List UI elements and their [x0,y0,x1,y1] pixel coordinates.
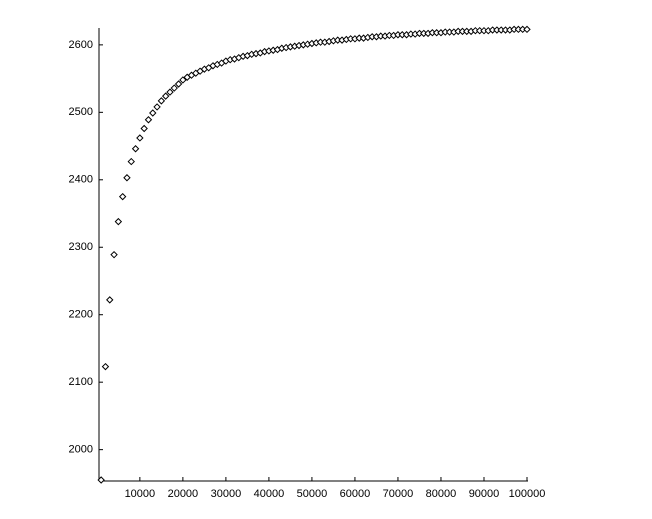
point [144,116,153,124]
point [136,134,144,142]
x-tick-label: 40000 [254,488,285,500]
x-tick-label: 90000 [469,488,500,500]
point [174,80,183,88]
point [131,145,140,153]
y-tick-label: 2100 [69,376,93,388]
y-tick-label: 2200 [69,309,93,321]
x-tick-label: 80000 [426,488,457,500]
point [157,97,166,105]
point [106,296,114,304]
point [170,84,178,92]
y-tick-label: 2500 [69,106,93,118]
point [127,157,135,166]
x-tick-label: 60000 [340,488,371,500]
y-tick-label: 2600 [69,39,93,51]
point [114,217,123,226]
point [161,92,170,100]
point [523,25,531,34]
x-tick-label: 30000 [211,488,242,500]
point [149,109,157,117]
point [153,103,161,111]
point [166,88,174,96]
point [110,250,118,259]
x-tick-label: 50000 [297,488,328,500]
point [140,124,148,133]
x-tick-label: 70000 [383,488,414,500]
x-tick-label: 20000 [168,488,199,500]
point [101,362,110,371]
x-tick-label: 100000 [509,488,546,500]
point [97,476,105,484]
y-tick-label: 2300 [69,241,93,253]
y-tick-label: 2400 [69,174,93,186]
y-tick-label: 2000 [69,444,93,456]
point [179,76,187,84]
point [118,192,127,201]
point [123,174,131,182]
x-tick-label: 10000 [125,488,156,500]
